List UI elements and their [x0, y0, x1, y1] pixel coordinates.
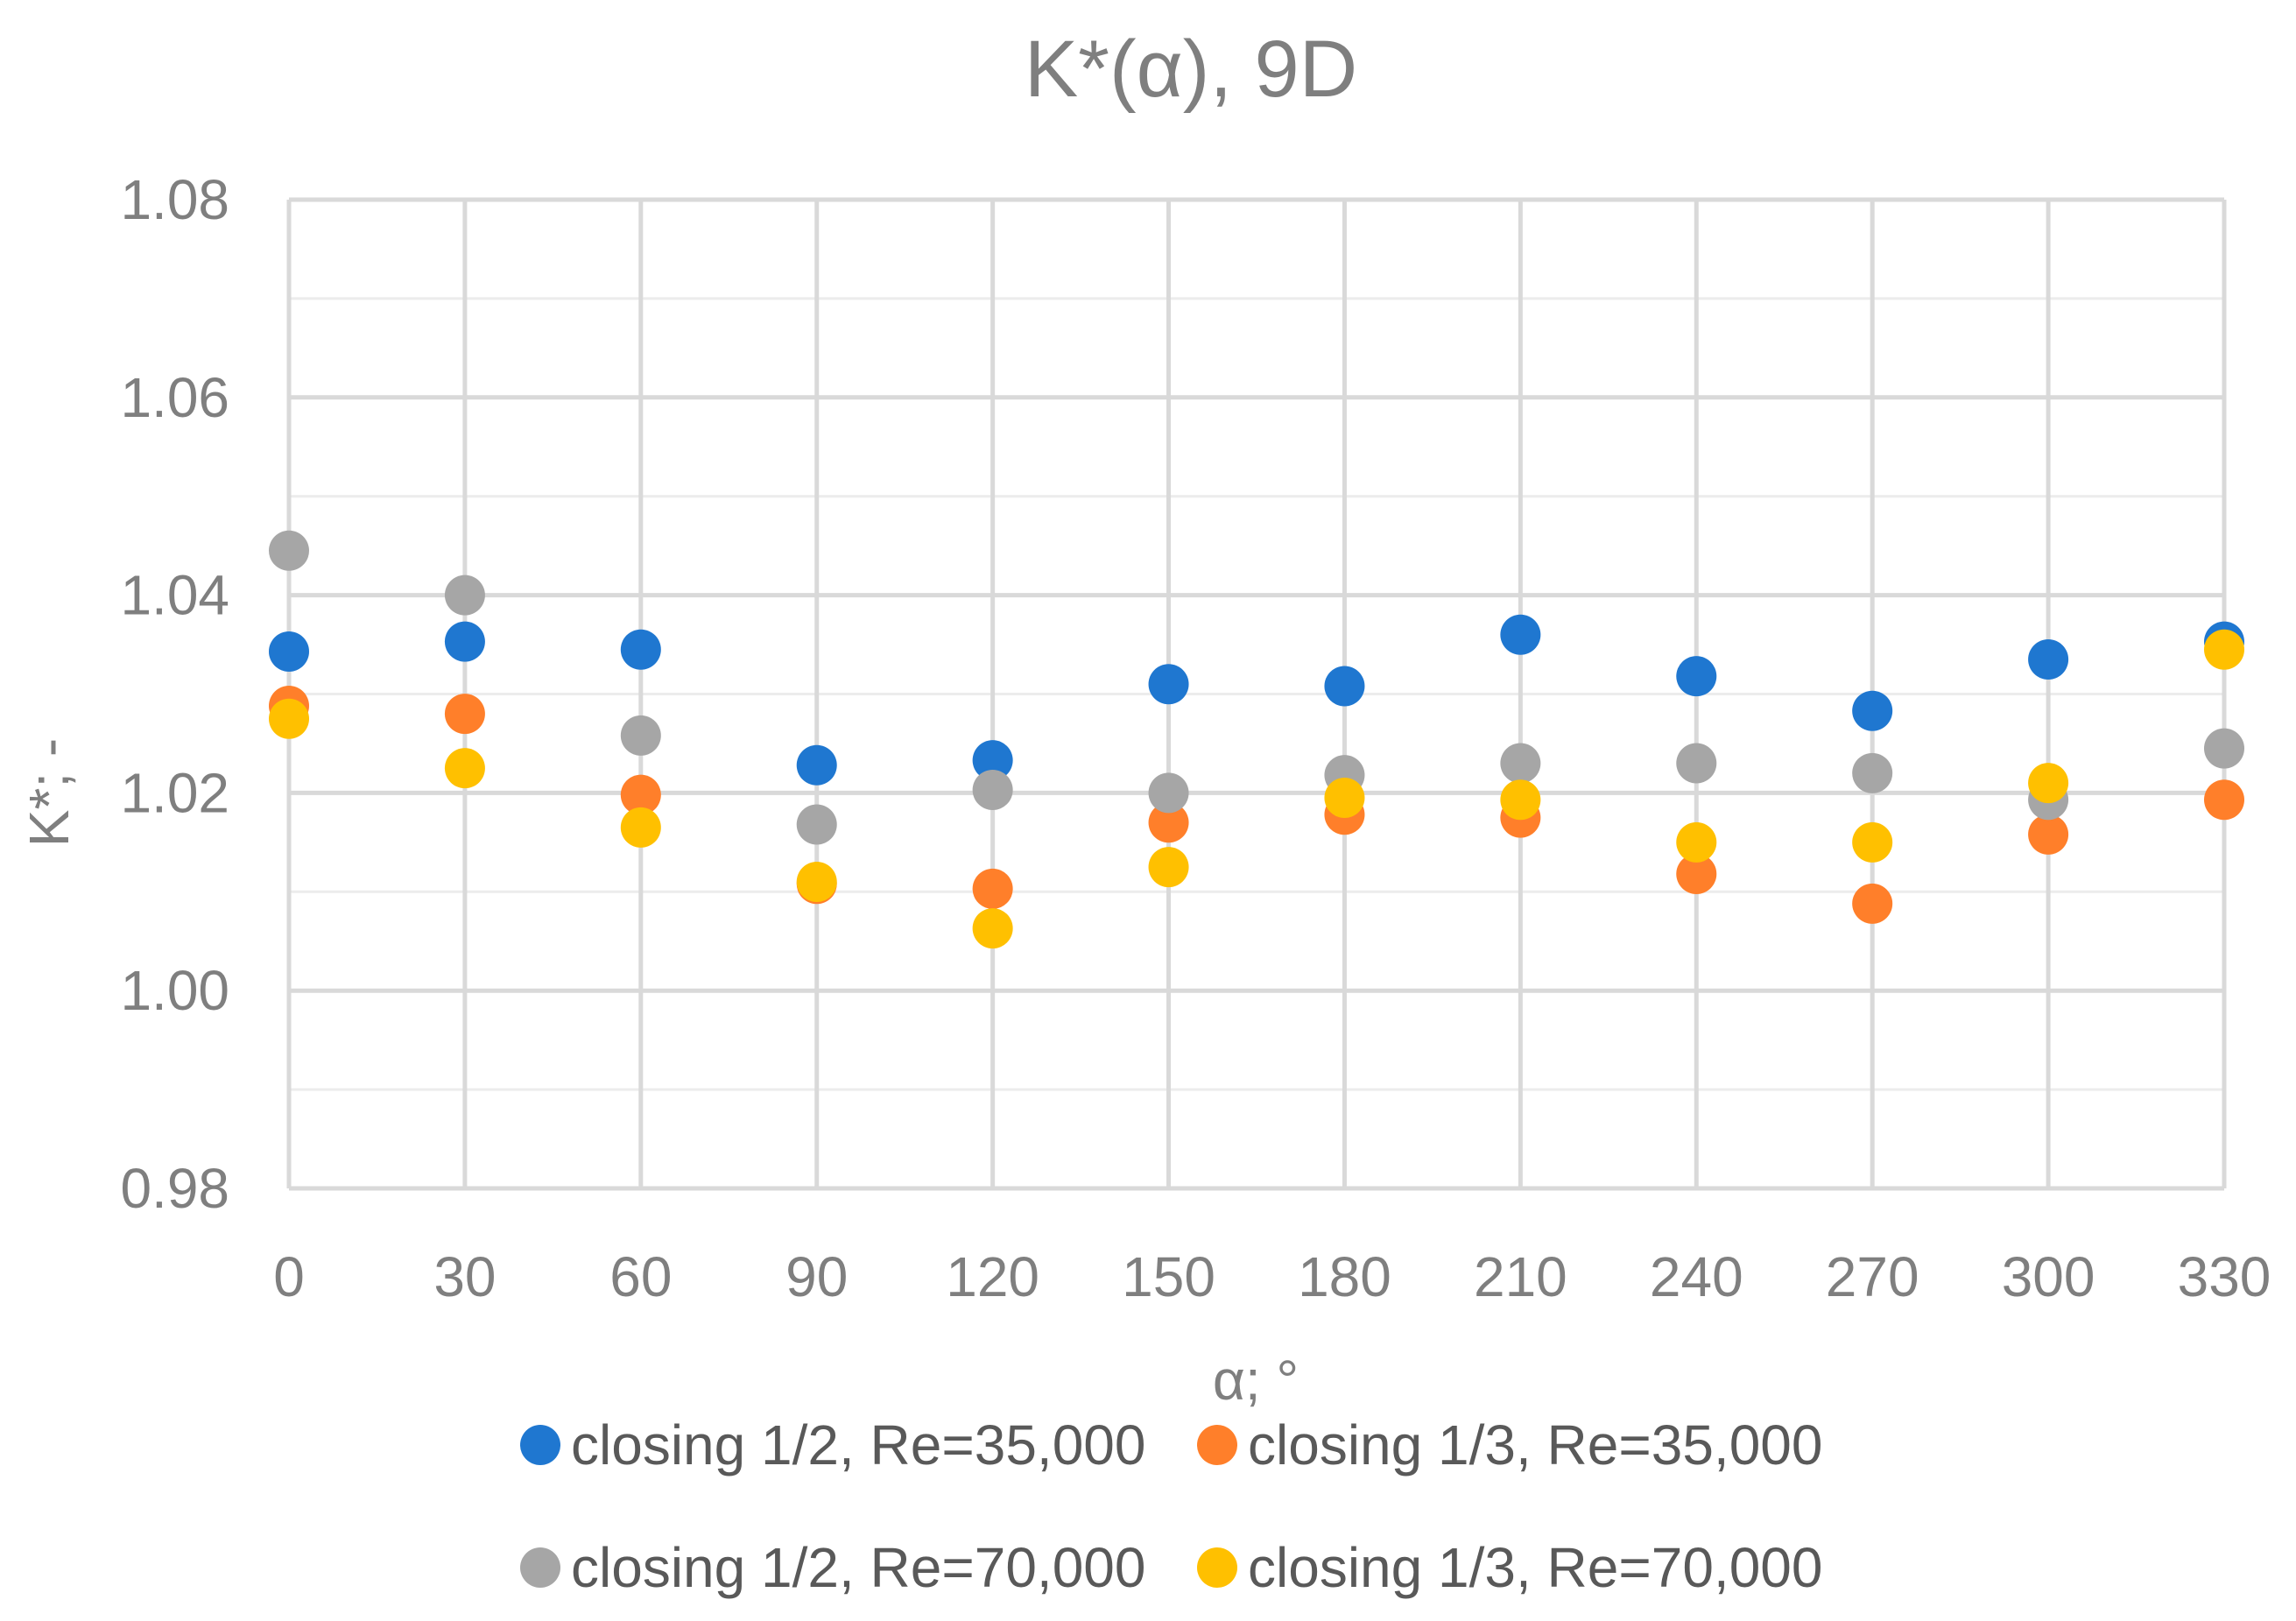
- x-tick-label: 120: [946, 1245, 1039, 1308]
- data-point: [2028, 638, 2069, 680]
- data-point: [1148, 847, 1189, 888]
- data-point: [1500, 779, 1541, 821]
- x-tick-label: 0: [273, 1245, 305, 1308]
- data-point: [1676, 656, 1717, 697]
- y-tick-label: 1.02: [120, 761, 229, 824]
- x-tick-label: 330: [2178, 1245, 2271, 1308]
- x-tick-label: 60: [609, 1245, 672, 1308]
- y-tick-label: 1.06: [120, 366, 229, 429]
- y-tick-label: 1.00: [120, 959, 229, 1022]
- x-axis-title: α; °: [1213, 1349, 1299, 1412]
- x-tick-label: 270: [1826, 1245, 1919, 1308]
- x-tick-labels: 0 30 60 90 120 150 180 210 240 270 300 330: [273, 1245, 2271, 1308]
- x-tick-label: 180: [1298, 1245, 1391, 1308]
- y-tick-label: 1.04: [120, 564, 229, 627]
- x-tick-label: 300: [2002, 1245, 2095, 1308]
- x-tick-label: 90: [785, 1245, 848, 1308]
- data-point: [1324, 778, 1365, 819]
- legend: closing 1/2, Re=35,000 closing 1/3, Re=35…: [520, 1413, 1822, 1599]
- data-point: [796, 804, 837, 845]
- data-points: [269, 530, 2244, 949]
- data-point: [1500, 614, 1541, 655]
- data-point: [1852, 821, 1893, 863]
- data-point: [2204, 728, 2244, 769]
- legend-label: closing 1/2, Re=35,000: [571, 1413, 1145, 1477]
- legend-marker: [520, 1425, 560, 1465]
- grid: [286, 197, 2227, 1191]
- data-point: [972, 908, 1013, 949]
- data-point: [1852, 690, 1893, 731]
- data-point: [972, 740, 1013, 781]
- data-point: [2204, 779, 2244, 821]
- data-point: [1676, 821, 1717, 863]
- x-tick-label: 210: [1474, 1245, 1567, 1308]
- y-tick-labels: 0.98 1.00 1.02 1.04 1.06 1.08: [120, 168, 229, 1220]
- data-point: [1676, 853, 1717, 894]
- y-tick-label: 1.08: [120, 168, 229, 231]
- data-point: [2204, 629, 2244, 670]
- x-tick-label: 240: [1650, 1245, 1743, 1308]
- data-point: [269, 698, 309, 739]
- data-point: [2028, 814, 2069, 855]
- data-point: [796, 862, 837, 903]
- data-point: [796, 744, 837, 786]
- y-tick-label: 0.98: [120, 1157, 229, 1220]
- data-point: [1852, 752, 1893, 793]
- data-point: [1148, 664, 1189, 705]
- data-point: [1676, 743, 1717, 784]
- legend-marker: [1197, 1547, 1237, 1588]
- data-point: [269, 631, 309, 672]
- data-point: [444, 574, 485, 616]
- data-point: [972, 770, 1013, 811]
- data-point: [1148, 772, 1189, 814]
- data-point: [972, 868, 1013, 909]
- x-tick-label: 30: [433, 1245, 496, 1308]
- data-point: [2028, 763, 2069, 804]
- y-axis-title: K*; -: [18, 738, 81, 847]
- data-point: [620, 715, 661, 756]
- data-point: [269, 530, 309, 571]
- data-point: [620, 774, 661, 815]
- legend-label: closing 1/3, Re=70,000: [1248, 1536, 1822, 1599]
- data-point: [1148, 802, 1189, 843]
- data-point: [1852, 883, 1893, 924]
- data-point: [1324, 666, 1365, 707]
- legend-marker: [1197, 1425, 1237, 1465]
- data-point: [444, 694, 485, 735]
- legend-label: closing 1/2, Re=70,000: [571, 1536, 1145, 1599]
- data-point: [444, 748, 485, 789]
- data-point: [620, 807, 661, 848]
- chart-title: K*(α), 9D: [1025, 25, 1357, 114]
- legend-marker: [520, 1547, 560, 1588]
- data-point: [1500, 743, 1541, 784]
- x-tick-label: 150: [1122, 1245, 1215, 1308]
- data-point: [444, 621, 485, 662]
- data-point: [620, 629, 661, 670]
- legend-label: closing 1/3, Re=35,000: [1248, 1413, 1822, 1477]
